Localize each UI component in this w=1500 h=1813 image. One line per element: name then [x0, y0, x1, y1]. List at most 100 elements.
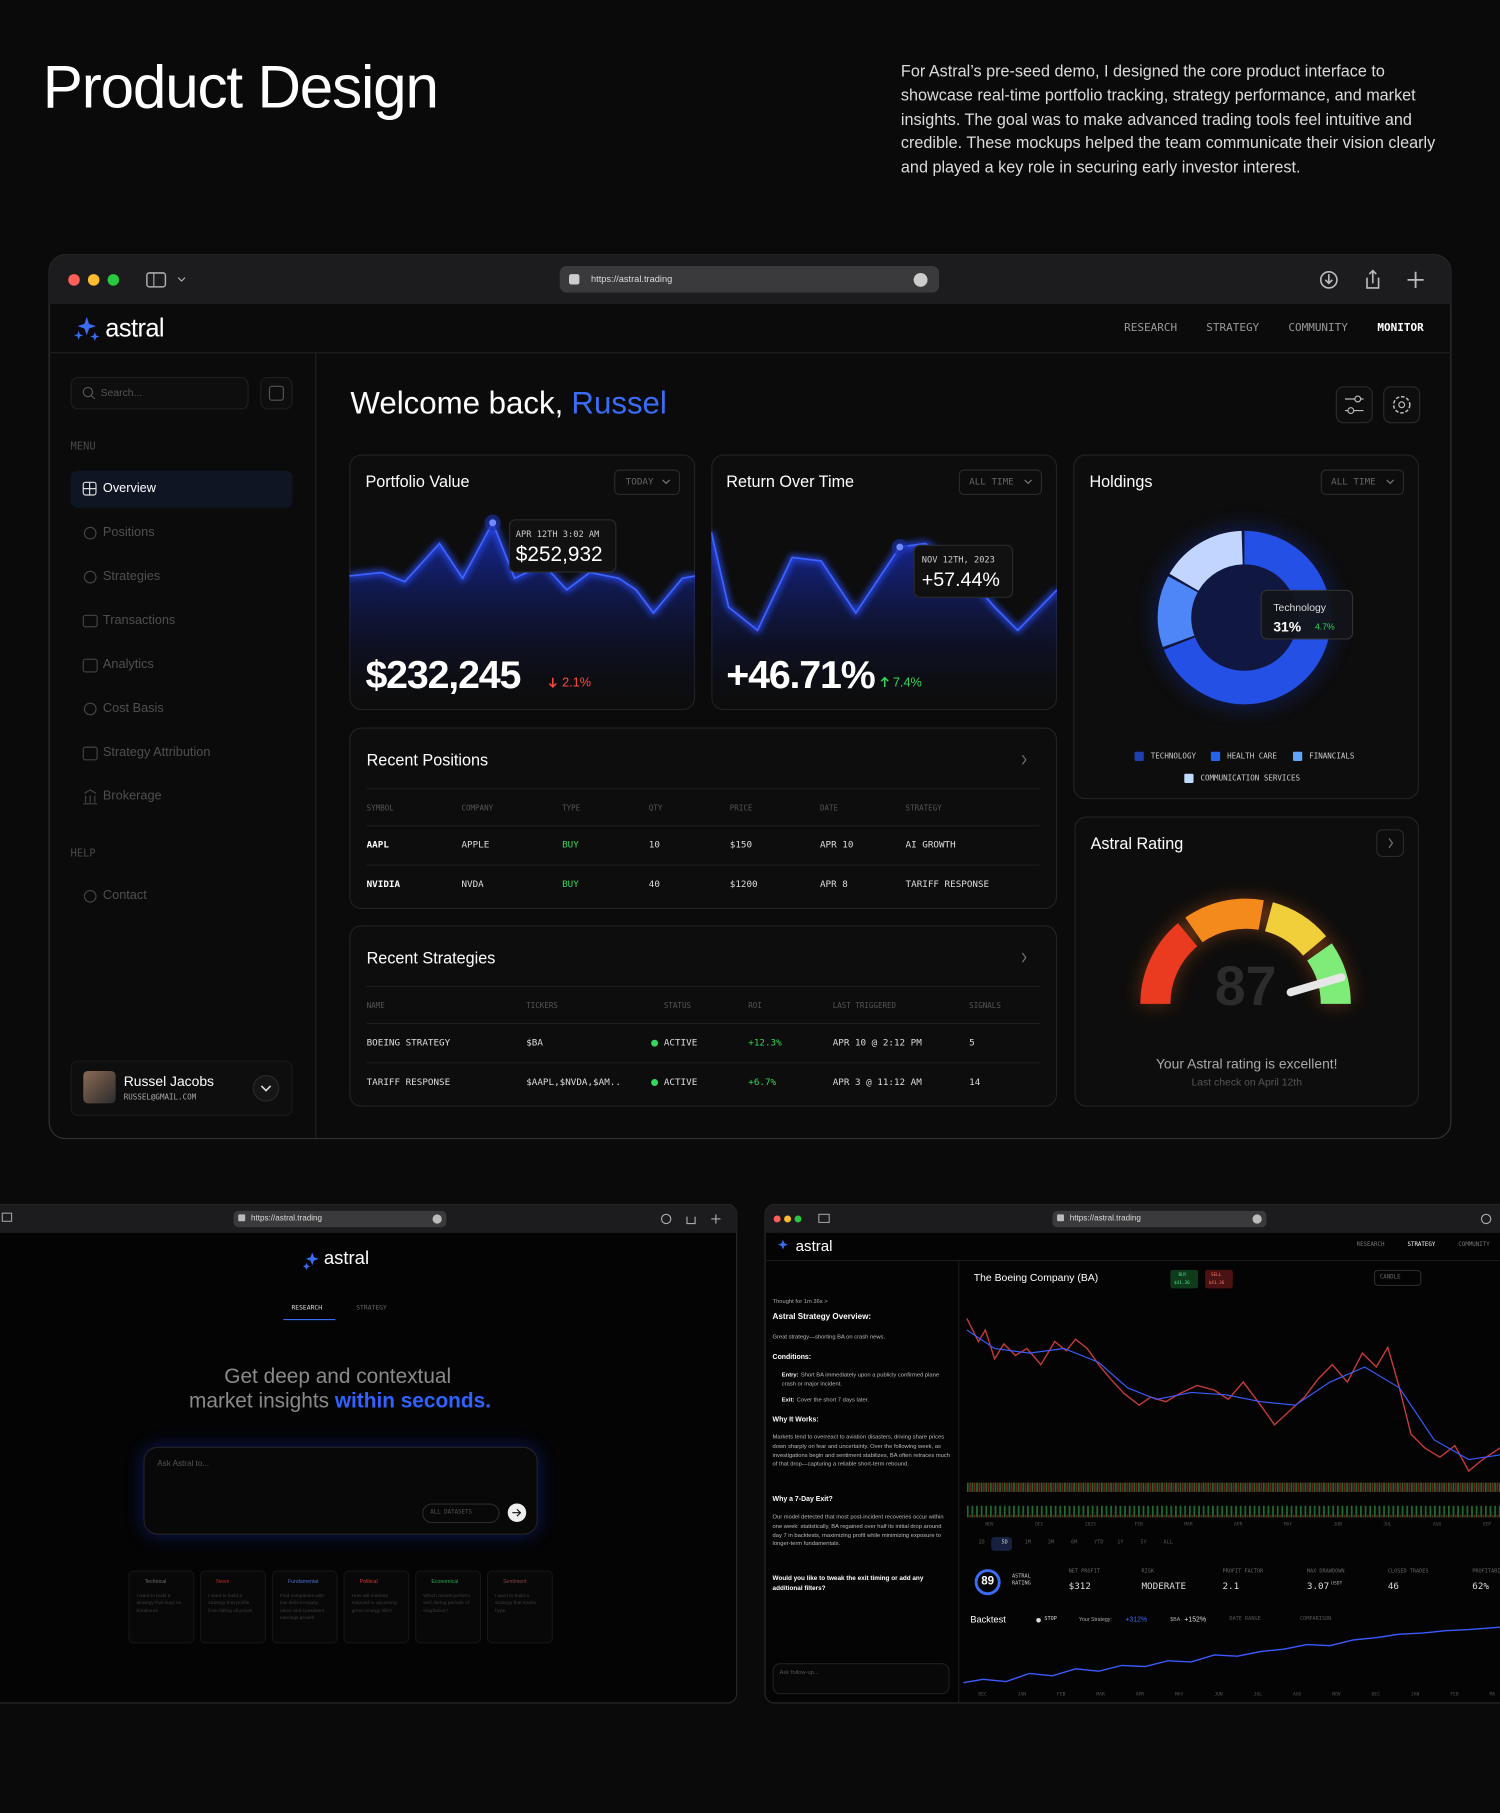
label: PROFITABILITY — [1472, 1569, 1500, 1575]
followup: Ask follow-up... — [779, 1669, 819, 1677]
backtest-months: APR — [1135, 1690, 1145, 1697]
rows: TARIFF RESPONSE — [366, 1076, 451, 1088]
columns: PRICE — [729, 803, 753, 813]
chart-months: APR — [1234, 1520, 1243, 1527]
help-label: HELP — [70, 848, 96, 860]
text: I want to build a strategy that buys on … — [136, 1592, 182, 1613]
title: Recent Positions — [366, 750, 489, 770]
search-placeholder: Search... — [100, 386, 143, 399]
backtest-months: JUN — [1214, 1690, 1223, 1697]
rows: $AAPL,$NVDA,$AM.. — [526, 1076, 621, 1088]
company: The Boeing Company (BA) — [973, 1271, 1099, 1284]
chart-type: CANDLE — [1379, 1273, 1401, 1281]
url: https://astral.trading — [590, 274, 673, 285]
columns: STRATEGY — [905, 803, 942, 813]
backtest-months: MAY — [1175, 1690, 1184, 1697]
chart-months: DEC — [1035, 1520, 1044, 1527]
group: Exit: Cover the short 7 days later. — [782, 1397, 951, 1406]
columns: ROI — [748, 1001, 762, 1011]
nav: RESEARCH — [1356, 1241, 1385, 1249]
tooltip-label: Technology — [1273, 601, 1327, 614]
backtest-months: JUL — [1253, 1690, 1263, 1697]
rows: BOEING STRATEGY — [366, 1037, 451, 1048]
unit: USDT — [1331, 1579, 1343, 1586]
tooltip-date: APR 12TH 3:02 AM — [515, 528, 600, 540]
group: market insights within seconds. — [189, 1390, 491, 1411]
input-placeholder: Ask Astral to... — [157, 1460, 210, 1469]
text: Find companies with low debt-to-equity r… — [279, 1592, 325, 1621]
rows: $BA — [526, 1037, 543, 1048]
columns: TYPE — [562, 803, 581, 813]
url: https://astral.trading — [1069, 1214, 1141, 1224]
menu: Strategies — [102, 569, 161, 584]
columns: STATUS — [663, 1001, 692, 1011]
rows: APPLE — [461, 839, 490, 851]
rows: APR 10 — [819, 839, 854, 851]
headline: Get deep and contextual — [224, 1364, 452, 1388]
backtest-months: DEC — [978, 1690, 987, 1697]
email: RUSSEL@GMAIL.COM — [123, 1092, 197, 1102]
rows: +6.7% — [748, 1076, 777, 1088]
rows: 5 — [969, 1037, 975, 1048]
your-strategy-value: +312% — [1125, 1616, 1148, 1624]
chart-months: MAY — [1283, 1520, 1293, 1527]
timeframes: YTD — [1094, 1540, 1104, 1546]
score: 87 — [1214, 956, 1277, 1018]
description: For Astral’s pre-seed demo, I designed t… — [900, 61, 1436, 177]
backtest-months: AUG — [1292, 1690, 1302, 1697]
nav: COMMUNITY — [1458, 1241, 1490, 1249]
rows: ACTIVE — [663, 1037, 698, 1048]
date-range: DATE RANGE — [1229, 1616, 1261, 1623]
rows: AAPL — [366, 839, 389, 851]
timeframes: 5Y — [1140, 1540, 1147, 1546]
columns: QTY — [648, 803, 663, 813]
rows: APR 8 — [819, 878, 848, 890]
text: Which assets perform well during periods… — [423, 1592, 471, 1613]
label: MAX DRAWDOWN — [1306, 1569, 1345, 1575]
thought: Thought for 1m 36s > — [772, 1298, 828, 1306]
nav: STRATEGY — [1206, 321, 1260, 335]
backtest-months: FEB — [1450, 1690, 1459, 1697]
text: I want to build a strategy that tracks h… — [494, 1592, 536, 1613]
group: Welcome back, Russel — [350, 385, 666, 421]
comparison: COMPARISON — [1299, 1616, 1332, 1623]
rating: 89 — [981, 1575, 995, 1588]
value: 2.1 — [1222, 1580, 1240, 1592]
last-check: Last check on April 12th — [1191, 1076, 1302, 1088]
sell-label: SELL — [1210, 1271, 1222, 1277]
menu: Analytics — [102, 657, 154, 672]
title: News — [216, 1578, 230, 1585]
group: Entry: Short BA immediately upon a public… — [782, 1372, 951, 1390]
rows: AI GROWTH — [905, 839, 956, 851]
columns: SIGNALS — [969, 1001, 1001, 1011]
tooltip-value: +57.44% — [921, 568, 1000, 591]
backtest-months: MAR — [1096, 1690, 1105, 1697]
text: Cover the short 7 days later. — [796, 1397, 869, 1405]
chart-months: FEB — [1134, 1520, 1143, 1527]
headline-highlight: within seconds. — [334, 1388, 491, 1413]
timeframes: 1D — [978, 1540, 985, 1546]
value: 46 — [1387, 1580, 1399, 1592]
value: $232,245 — [365, 653, 521, 698]
ticker-value: +152% — [1184, 1616, 1207, 1624]
title: Portfolio Value — [365, 471, 470, 491]
rows: NVIDIA — [366, 878, 401, 890]
label: RISK — [1141, 1569, 1155, 1575]
why-text: Markets tend to overreact to aviation di… — [772, 1434, 950, 1468]
menu-label: MENU — [70, 441, 96, 453]
timeframes: 5D — [1001, 1540, 1008, 1546]
title: Product Design — [42, 54, 439, 122]
tabs: STRATEGY — [356, 1304, 387, 1312]
timeframes: ALL — [1163, 1540, 1173, 1546]
menu: Strategy Attribution — [102, 745, 211, 760]
rows: $1200 — [729, 878, 758, 890]
logo: astral — [795, 1236, 833, 1255]
chart-months: JUL — [1383, 1520, 1392, 1527]
nav: COMMUNITY — [1288, 321, 1348, 335]
greeting: Welcome back, — [350, 385, 564, 421]
timeframes: 6M — [1070, 1540, 1078, 1546]
backtest-months: JAN — [1017, 1690, 1027, 1697]
rows: 40 — [648, 878, 660, 890]
nav: RESEARCH — [1124, 321, 1178, 335]
